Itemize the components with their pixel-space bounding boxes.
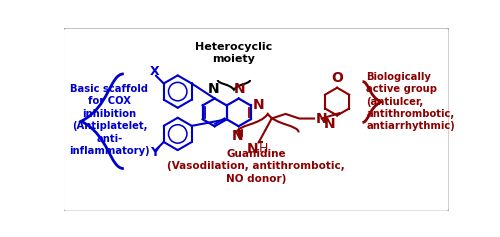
Text: Basic scaffold
for COX
inhibition
(Antiplatelet,
anti-
inflammatory): Basic scaffold for COX inhibition (Antip… [69,84,150,156]
Text: N: N [316,112,327,126]
Text: O: O [331,71,343,85]
Text: Y: Y [150,146,159,159]
Text: Guanidine
(Vasodilation, antithrombotic,
NO donor): Guanidine (Vasodilation, antithrombotic,… [168,149,345,184]
Text: Biologically
active group
(antiulcer,
antithrombotic,
antiarrhythmic): Biologically active group (antiulcer, an… [366,72,455,131]
FancyBboxPatch shape [63,28,450,212]
Text: N: N [246,142,258,156]
Text: N: N [232,129,243,143]
Text: Heterocyclic
moiety: Heterocyclic moiety [196,42,272,64]
Text: N: N [253,98,264,112]
Text: H: H [258,142,268,155]
Text: N: N [324,117,336,131]
Text: N: N [208,82,220,96]
Text: X: X [150,65,160,78]
Text: N: N [234,82,245,96]
